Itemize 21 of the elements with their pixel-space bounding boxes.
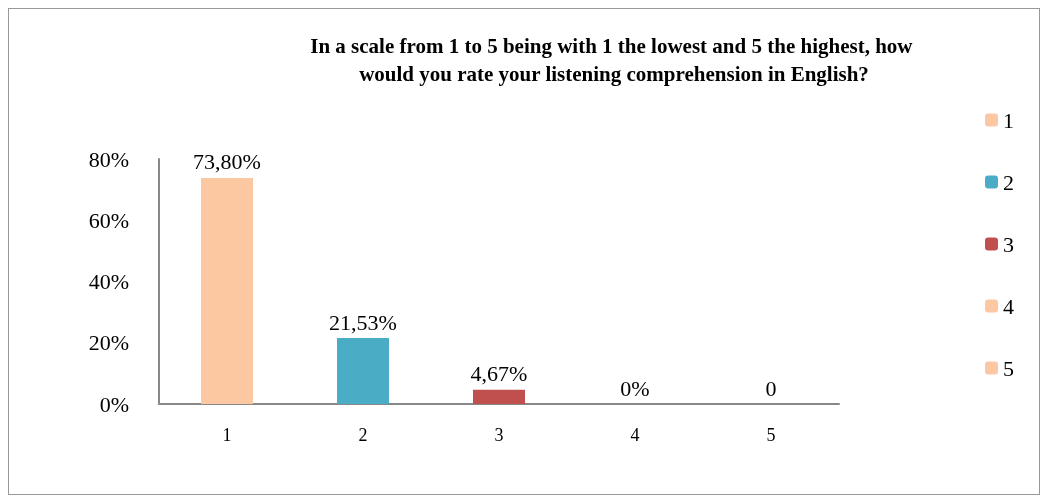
chart-title: In a scale from 1 to 5 being with 1 the lowest and 5 the highest, how would you rate your listening comprehension in English? [310, 34, 918, 86]
y-tick-label: 60% [88, 207, 129, 233]
data-label: 4,67% [470, 361, 528, 387]
y-tick-label: 20% [88, 330, 129, 356]
legend-label: 5 [1003, 355, 1014, 381]
y-tick-label: 0% [99, 391, 129, 417]
legend-label: 4 [1003, 293, 1014, 319]
x-tick-label: 5 [766, 425, 776, 445]
legend-label: 1 [1003, 107, 1014, 133]
x-tick-label: 1 [222, 425, 232, 445]
legend-label: 3 [1003, 231, 1014, 257]
data-label: 21,53% [329, 309, 397, 335]
x-tick-label: 4 [630, 425, 640, 445]
data-label: 0 [765, 375, 777, 401]
data-label: 0% [620, 375, 650, 401]
x-tick-label: 2 [358, 425, 368, 445]
y-tick-label: 40% [88, 269, 129, 294]
data-label: 73,80% [193, 149, 261, 175]
legend-label: 2 [1003, 169, 1014, 195]
x-tick-label: 3 [494, 425, 504, 445]
y-tick-label: 80% [88, 146, 129, 172]
